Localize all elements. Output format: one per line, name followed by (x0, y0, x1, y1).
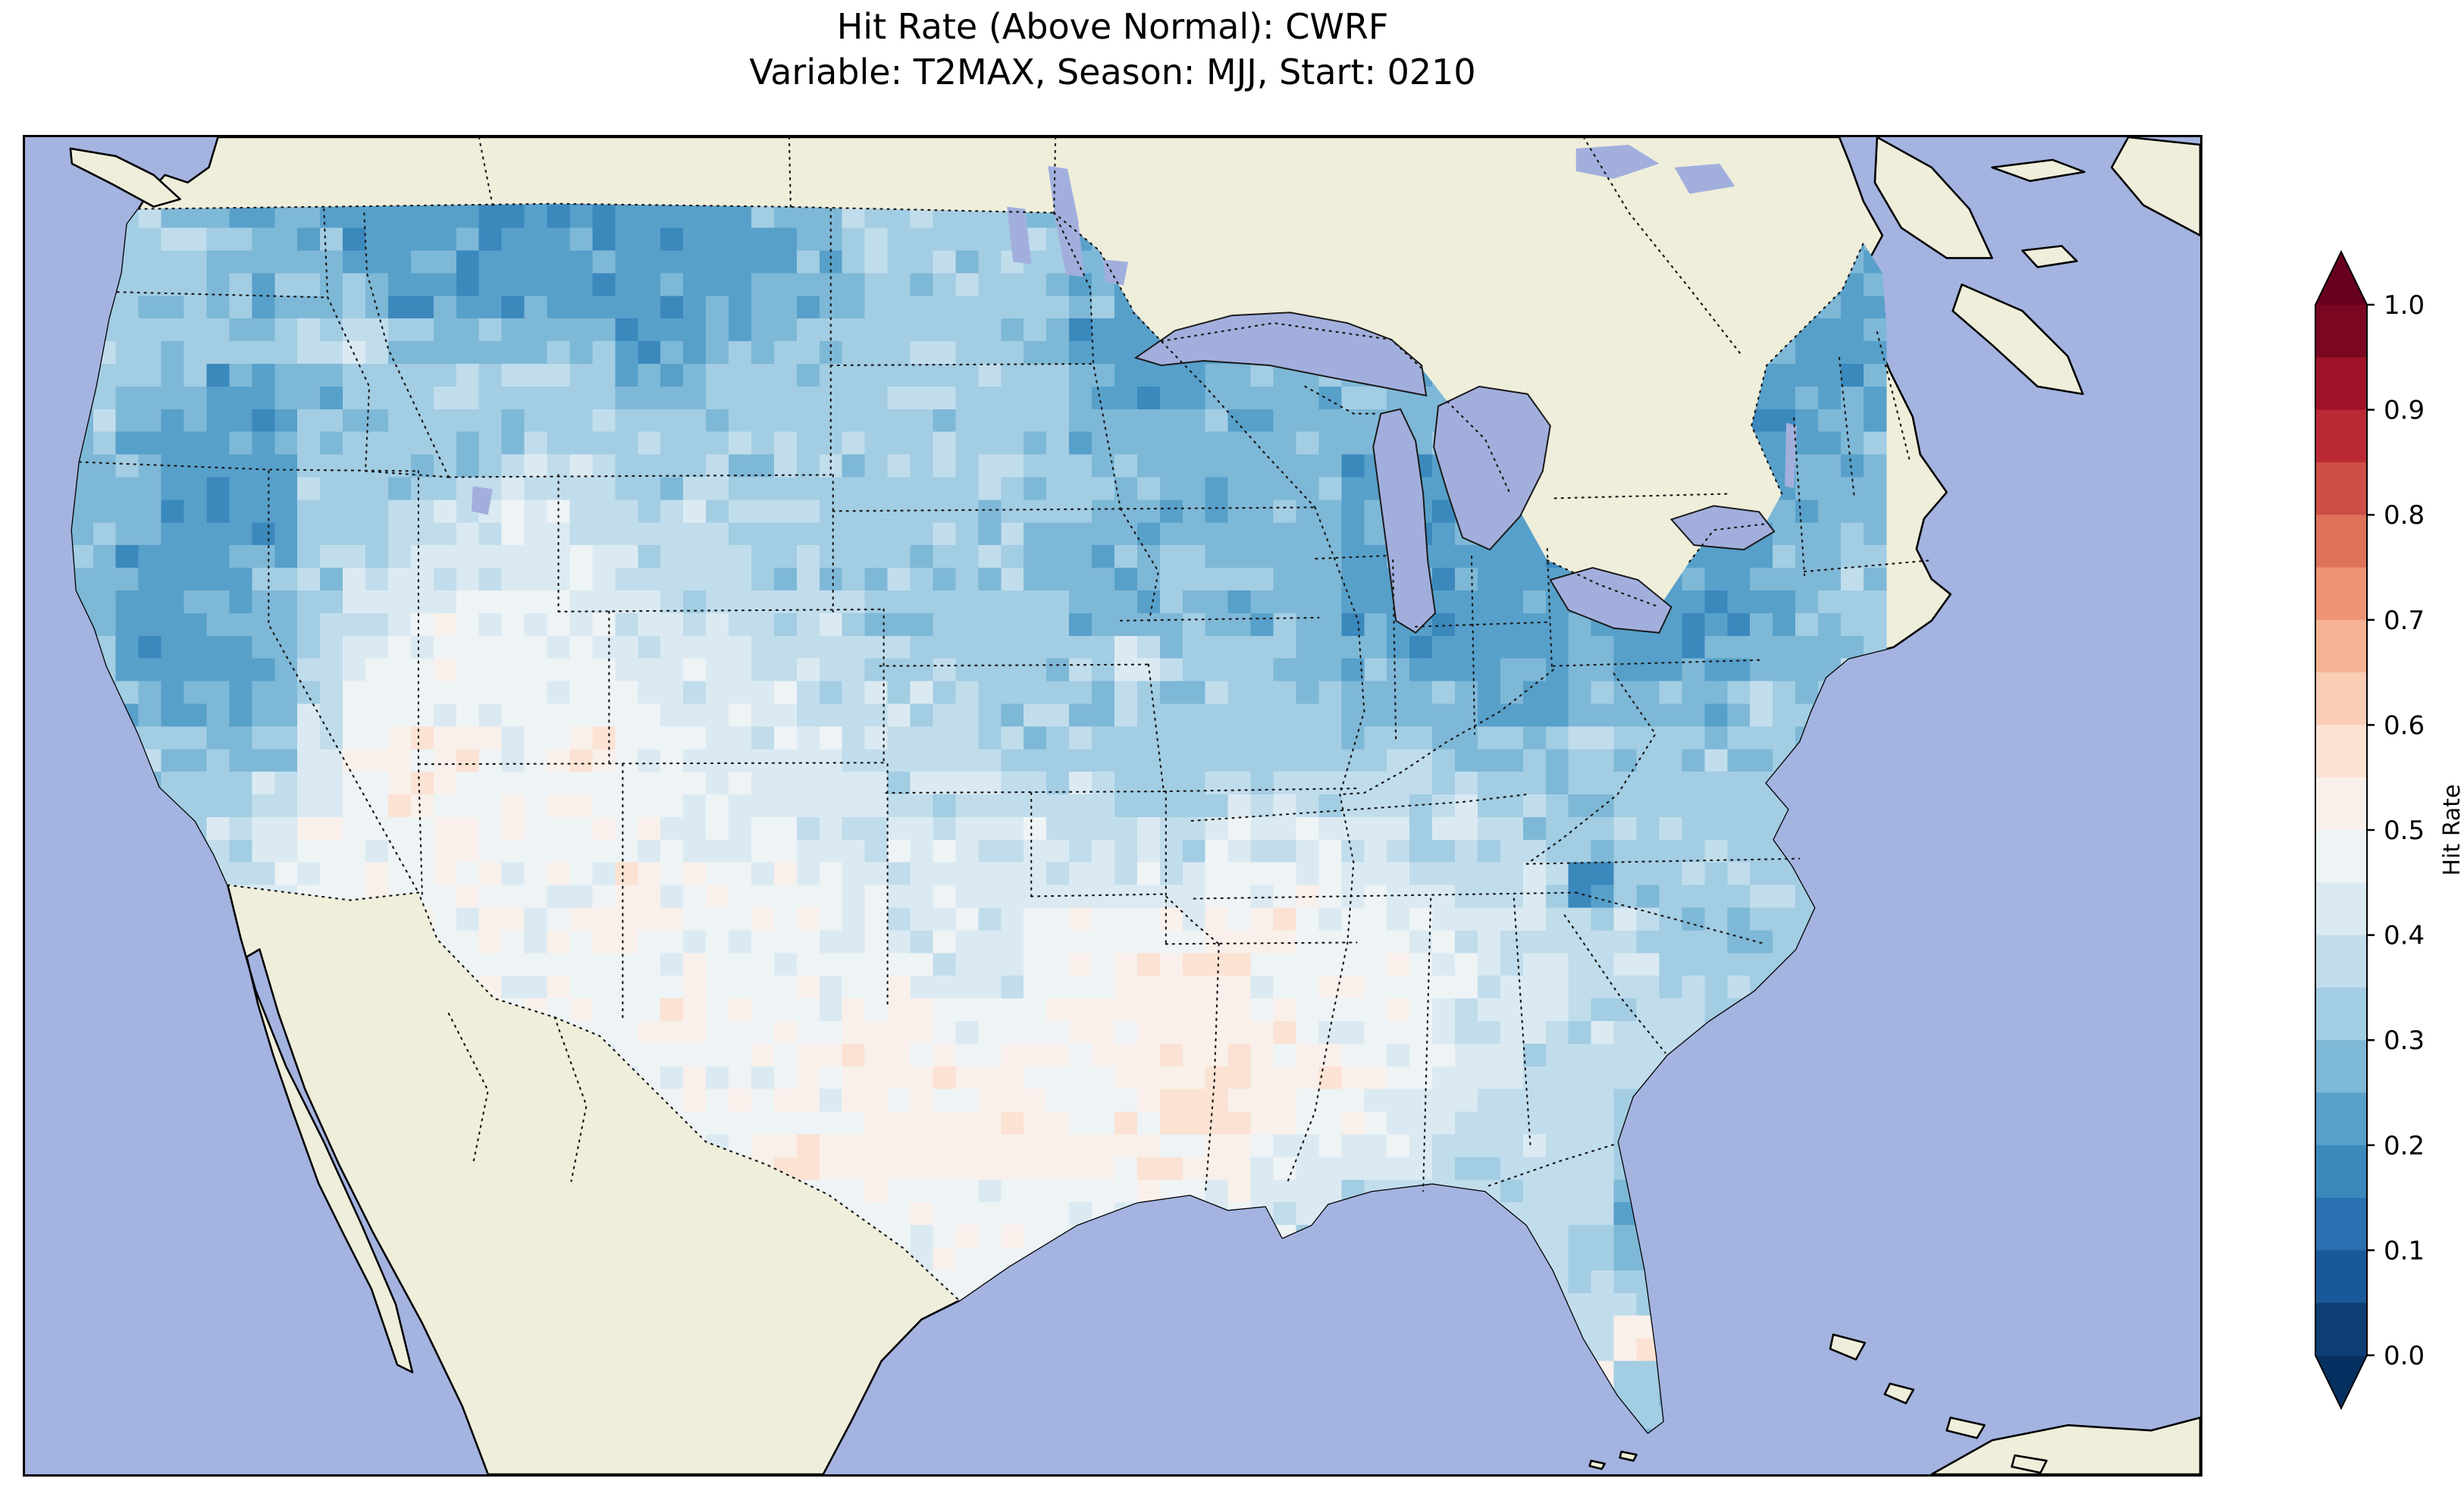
conus-hit-rate-map (25, 137, 2200, 1474)
colorbar-tick-label: 1.0 (2384, 290, 2425, 321)
colorbar-tick-label: 0.2 (2384, 1131, 2425, 1161)
colorbar-tick-label: 0.9 (2384, 396, 2425, 426)
lake-huron (1433, 385, 1551, 551)
bahamas-island (1883, 1383, 1915, 1405)
florida-keys (1588, 1459, 1606, 1471)
colorbar-tick-label: 0.3 (2384, 1026, 2425, 1056)
prince-edward-island (2021, 245, 2078, 268)
vancouver-island (69, 147, 181, 208)
colorbar-tick-label: 0.7 (2384, 606, 2425, 636)
lake-ontario (1669, 505, 1776, 551)
title-line-1: Hit Rate (Above Normal): CWRF (836, 6, 1389, 47)
lake-winnipeg (1048, 165, 1085, 277)
title-line-2: Variable: T2MAX, Season: MJJ, Start: 021… (749, 51, 1476, 92)
colorbar-tick-label: 0.4 (2384, 921, 2425, 951)
canadian-lake (1674, 163, 1735, 194)
lake-michigan (1372, 408, 1437, 634)
lake-manitoba (1007, 206, 1032, 265)
political-borders-dotted (78, 137, 1933, 1301)
colorbar-tick-label: 0.8 (2384, 500, 2425, 531)
bahamas-island (2011, 1454, 2048, 1474)
new-brunswick-gaspe (1873, 137, 1993, 259)
colorbar: 1.0 0.9 0.8 0.7 0.6 0.5 0.4 0.3 0.2 0.1 0.0 Hit Rat… (2315, 249, 2464, 1411)
bahamas-island (1829, 1333, 1867, 1361)
bahamas-island (1945, 1416, 1986, 1439)
newfoundland (2110, 137, 2200, 236)
colorbar-tick-label: 0.0 (2384, 1341, 2425, 1371)
nova-scotia (1951, 283, 2084, 396)
figure-title: Hit Rate (Above Normal): CWRF Variable: … (23, 5, 2202, 96)
colorbar-axis-label: Hit Rate (2439, 785, 2464, 876)
lake-erie (1549, 567, 1672, 634)
colorbar-tick-label: 0.1 (2384, 1236, 2425, 1266)
lake-champlain (1785, 422, 1798, 489)
map-axes (23, 135, 2202, 1477)
canadian-lake (1575, 144, 1660, 179)
colorbar-tick-label: 0.6 (2384, 710, 2425, 741)
colorbar-tick-label: 0.5 (2384, 816, 2425, 846)
great-salt-lake (471, 486, 493, 515)
florida-keys (1619, 1450, 1638, 1462)
anticosti-island (1991, 158, 2086, 183)
cuba (1930, 1416, 2200, 1474)
lake-of-the-woods (1103, 259, 1128, 286)
